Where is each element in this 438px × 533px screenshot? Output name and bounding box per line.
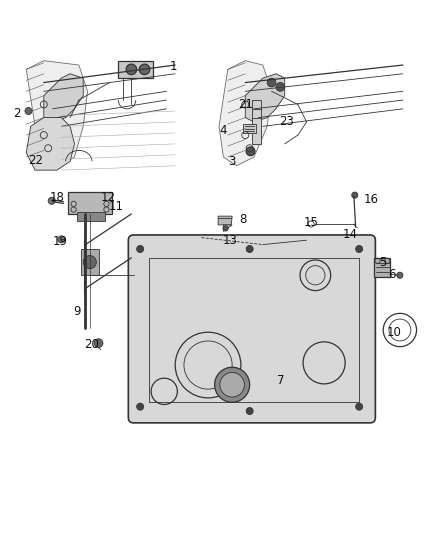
Polygon shape (223, 225, 232, 231)
Text: 19: 19 (53, 235, 68, 248)
Polygon shape (219, 61, 272, 166)
Text: 15: 15 (304, 216, 318, 229)
Polygon shape (243, 124, 256, 133)
Polygon shape (374, 258, 390, 278)
Polygon shape (118, 61, 153, 78)
Circle shape (83, 255, 96, 269)
Circle shape (25, 108, 32, 115)
Polygon shape (252, 100, 261, 144)
Text: 8: 8 (240, 213, 247, 225)
Text: 7: 7 (276, 374, 284, 387)
Text: 12: 12 (101, 191, 116, 204)
Circle shape (246, 246, 253, 253)
Circle shape (220, 373, 244, 397)
Text: 10: 10 (387, 326, 402, 338)
Text: 4: 4 (219, 124, 227, 137)
Circle shape (139, 64, 150, 75)
Circle shape (223, 226, 228, 231)
Circle shape (48, 197, 55, 204)
Circle shape (397, 272, 403, 278)
Text: 14: 14 (343, 229, 358, 241)
Polygon shape (26, 118, 74, 170)
Text: 21: 21 (238, 98, 253, 111)
FancyBboxPatch shape (128, 235, 375, 423)
Circle shape (276, 83, 285, 91)
Polygon shape (77, 212, 105, 221)
Text: 23: 23 (279, 116, 294, 128)
Circle shape (137, 403, 144, 410)
Circle shape (356, 246, 363, 253)
Circle shape (267, 78, 276, 87)
Polygon shape (218, 216, 232, 225)
Circle shape (58, 236, 65, 243)
Text: 9: 9 (73, 305, 81, 318)
Polygon shape (26, 61, 88, 166)
Circle shape (94, 339, 103, 348)
Text: 2: 2 (13, 107, 21, 120)
Polygon shape (245, 74, 285, 122)
Circle shape (137, 246, 144, 253)
Text: 13: 13 (223, 233, 237, 247)
Text: 6: 6 (388, 268, 396, 281)
Text: 11: 11 (109, 199, 124, 213)
Circle shape (352, 192, 358, 198)
Text: 5: 5 (380, 256, 387, 270)
Polygon shape (81, 249, 99, 275)
Text: 3: 3 (229, 155, 236, 168)
Text: 16: 16 (364, 193, 379, 206)
Circle shape (215, 367, 250, 402)
Text: 20: 20 (85, 338, 99, 351)
Polygon shape (44, 74, 83, 122)
Text: 18: 18 (49, 191, 64, 204)
Polygon shape (68, 192, 112, 214)
Text: 1: 1 (169, 60, 177, 73)
Circle shape (356, 403, 363, 410)
Circle shape (126, 64, 137, 75)
Circle shape (246, 147, 255, 156)
Text: 22: 22 (28, 154, 43, 167)
Circle shape (246, 408, 253, 415)
